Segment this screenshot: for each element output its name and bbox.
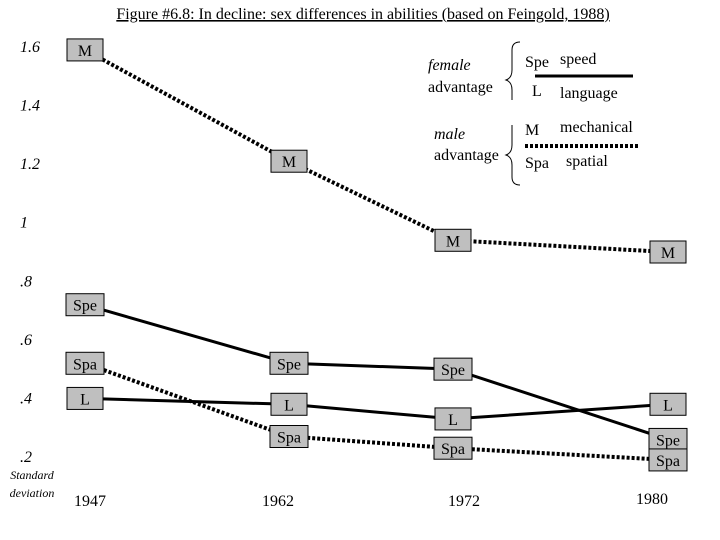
y-axis-tick-labels: 1.6 1.4 1.2 1 .8 .6 .4 .2 [20, 39, 40, 466]
y-tick-label: 1 [20, 215, 28, 232]
point-label-text: Spa [277, 430, 301, 447]
point-label-mechanical: M [270, 149, 308, 173]
y-tick-label: .6 [20, 332, 32, 349]
y-axis-label-line-1: Standard [10, 468, 55, 482]
legend-spatial-abbr: Spa [525, 155, 549, 172]
point-label-text: L [80, 391, 90, 408]
point-label-speed: Spe [648, 427, 688, 451]
point-label-mechanical: M [434, 228, 472, 252]
point-marker [649, 240, 687, 264]
legend-speed-abbr: Spe [525, 54, 549, 71]
point-label-spatial: Spa [269, 425, 309, 448]
y-tick-label: .8 [20, 273, 32, 290]
point-label-speed: Spe [65, 293, 105, 317]
point-label-text: M [446, 233, 460, 250]
point-marker [66, 386, 104, 410]
point-label-text: Spe [73, 298, 97, 315]
point-label-spatial: Spa [65, 351, 105, 375]
point-marker [270, 392, 308, 416]
x-tick-label: 1972 [448, 493, 480, 510]
point-marker [433, 357, 473, 381]
point-label-text: L [663, 397, 673, 414]
legend-female-label: female [428, 57, 471, 74]
point-label-text: Spe [656, 432, 680, 449]
point-marker [269, 425, 309, 448]
series-line-mechanical [84, 48, 669, 254]
point-label-text: M [661, 245, 675, 262]
point-marker [648, 448, 688, 472]
point-label-text: M [282, 154, 296, 171]
point-label-text: Spa [656, 453, 680, 470]
point-marker [434, 407, 472, 431]
legend-mechanical-name: mechanical [560, 119, 633, 136]
point-marker [270, 149, 308, 173]
point-marker [434, 228, 472, 252]
point-marker [433, 436, 473, 460]
y-tick-label: 1.4 [20, 98, 40, 115]
series-line-language [84, 396, 669, 421]
x-axis-tick-labels: 1947 1962 1972 1980 [74, 491, 668, 510]
legend-male-advantage: advantage [434, 147, 499, 164]
legend: female advantage male advantage Spe spee… [428, 41, 640, 186]
legend-spatial-name: spatial [566, 153, 608, 170]
legend-language-name: language [560, 85, 618, 102]
x-tick-label: 1947 [74, 493, 106, 510]
point-label-text: L [448, 412, 458, 429]
legend-mechanical-abbr: M [525, 122, 539, 139]
point-label-text: Spe [441, 362, 465, 379]
legend-female-advantage: advantage [428, 79, 493, 96]
point-label-language: L [66, 386, 104, 410]
point-label-mechanical: M [66, 38, 104, 62]
series-lines [84, 48, 669, 462]
point-label-spatial: Spa [648, 448, 688, 472]
point-marker [66, 38, 104, 62]
point-label-text: Spa [441, 441, 465, 458]
point-marker [649, 392, 687, 416]
point-label-language: L [270, 392, 308, 416]
x-tick-label: 1962 [262, 493, 294, 510]
y-tick-label: 1.2 [20, 156, 40, 173]
series-markers: M M M M Spe Spe Spe Spe Spa Spa Spa Spa L L L L [65, 38, 688, 472]
point-label-language: L [649, 392, 687, 416]
point-label-speed: Spe [433, 357, 473, 381]
point-label-text: Spa [73, 356, 97, 373]
point-marker [65, 293, 105, 317]
legend-brace-bottom [504, 125, 521, 186]
x-tick-label: 1980 [636, 491, 668, 508]
point-marker [269, 351, 309, 375]
point-label-text: L [284, 397, 294, 414]
point-marker [65, 351, 105, 375]
legend-speed-name: speed [560, 51, 596, 68]
point-label-language: L [434, 407, 472, 431]
point-label-speed: Spe [269, 351, 309, 375]
point-label-text: M [78, 43, 92, 60]
point-label-mechanical: M [649, 240, 687, 264]
series-line-speed [84, 303, 669, 441]
chart-title: Figure #6.8: In decline: sex differences… [116, 6, 609, 23]
y-tick-label: 1.6 [20, 39, 40, 56]
legend-brace-top [504, 41, 521, 100]
y-tick-label: .2 [20, 449, 32, 466]
y-tick-label: .4 [20, 390, 32, 407]
point-label-spatial: Spa [433, 436, 473, 460]
legend-male-label: male [434, 126, 465, 143]
legend-language-abbr: L [532, 83, 542, 100]
y-axis-label-line-2: deviation [10, 486, 55, 500]
point-label-text: Spe [277, 356, 301, 373]
